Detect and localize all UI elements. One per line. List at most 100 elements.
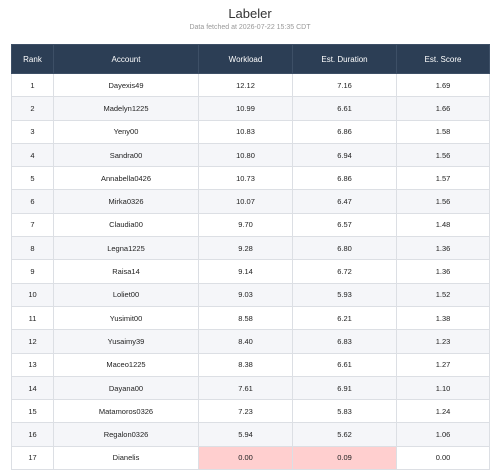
table-cell: 13 [11,352,54,377]
table-cell: 14 [11,375,54,401]
table-cell: Yeny00 [53,119,199,144]
table-cell: 1.66 [396,96,490,121]
table-row: 10 Loliet00 9.03 5.93 1.52 [11,282,490,307]
table-cell: 9.28 [198,236,293,261]
table-cell: 6.91 [292,375,397,401]
table-cell: Dayexis49 [53,72,199,98]
table-cell: 1.23 [396,329,490,354]
table-cell: Claudia00 [53,212,199,238]
table-cell: 6.83 [292,329,397,354]
table-row: 15 Matamoros0326 7.23 5.83 1.24 [11,399,490,424]
table-cell: 15 [11,399,54,424]
table-row: 12 Yusaimy39 8.40 6.83 1.23 [11,329,490,354]
table-cell: 5.93 [292,282,397,307]
table-cell: 10.99 [198,96,293,121]
table-cell: 6 [11,189,54,214]
table-cell: 6.80 [292,236,397,261]
table-row: 13 Maceo1225 8.38 6.61 1.27 [11,352,490,377]
table-row: 17 Dianelis 0.00 0.09 0.00 [11,445,490,470]
table-cell: 6.61 [292,352,397,377]
table-cell: 6.47 [292,189,397,214]
table-cell: 17 [11,445,54,470]
table-cell: 9.03 [198,282,293,307]
table-row: 11 Yusimit00 8.58 6.21 1.38 [11,305,490,331]
column-header: Account [53,44,199,74]
column-header: Est. Score [396,44,490,74]
table-cell: 7.16 [292,72,397,98]
header-row: Rank Account Workload Est. Duration Est. Sco… [11,44,490,74]
table-row: 14 Dayana00 7.61 6.91 1.10 [11,375,490,401]
table-cell: 6.61 [292,96,397,121]
column-header: Est. Duration [292,44,397,74]
table-cell: 12 [11,329,54,354]
table-row: 8 Legna1225 9.28 6.80 1.36 [11,236,490,261]
table-cell: 7.61 [198,375,293,401]
table-cell: 1.56 [396,142,490,168]
table-cell: 10 [11,282,54,307]
table-row: 4 Sandra00 10.80 6.94 1.56 [11,142,490,168]
table-cell: 16 [11,422,54,447]
table-cell: Madelyn1225 [53,96,199,121]
table-cell: Legna1225 [53,236,199,261]
table-row: 1 Dayexis49 12.12 7.16 1.69 [11,72,490,98]
table-cell: 8.38 [198,352,293,377]
table-cell: Annabella0426 [53,166,199,191]
table-cell: Regalon0326 [53,422,199,447]
table-cell: 5.83 [292,399,397,424]
table-cell: 1.27 [396,352,490,377]
table-cell: Dayana00 [53,375,199,401]
table-cell: 0.00 [198,445,293,470]
table-cell: 6.21 [292,305,397,331]
table-cell: Sandra00 [53,142,199,168]
page: {"header": {"title": "Labeler", "subtitl… [11,6,490,470]
table-cell: 6.86 [292,166,397,191]
table-cell: 9.70 [198,212,293,238]
table-cell: 1.69 [396,72,490,98]
table-row: 9 Raisa14 9.14 6.72 1.36 [11,259,490,284]
table-cell: 6.72 [292,259,397,284]
table-cell: 1.36 [396,236,490,261]
table-cell: 1.36 [396,259,490,284]
table-cell: 10.83 [198,119,293,144]
column-header: Rank [11,44,54,74]
table-cell: 1.48 [396,212,490,238]
table-cell: 5.62 [292,422,397,447]
table-row: 3 Yeny00 10.83 6.86 1.58 [11,119,490,144]
column-header: Workload [198,44,293,74]
table-cell: 5.94 [198,422,293,447]
table-cell: 7.23 [198,399,293,424]
table-cell: 9.14 [198,259,293,284]
table-cell: 0.09 [292,445,397,470]
table-cell: 11 [11,305,54,331]
table-cell: 1.52 [396,282,490,307]
table-cell: 6.94 [292,142,397,168]
table-cell: 7 [11,212,54,238]
table-cell: 0.00 [396,445,490,470]
table-cell: Matamoros0326 [53,399,199,424]
table-cell: 12.12 [198,72,293,98]
table-cell: 5 [11,166,54,191]
table-cell: 10.80 [198,142,293,168]
table-row: 7 Claudia00 9.70 6.57 1.48 [11,212,490,238]
table-cell: Yusaimy39 [53,329,199,354]
table-cell: Raisa14 [53,259,199,284]
table-row: 2 Madelyn1225 10.99 6.61 1.66 [11,96,490,121]
table-cell: 8.58 [198,305,293,331]
table-cell: Maceo1225 [53,352,199,377]
table-cell: 1.58 [396,119,490,144]
table-cell: 1.56 [396,189,490,214]
table-cell: 1.38 [396,305,490,331]
table-cell: 1.24 [396,399,490,424]
table-cell: 1.57 [396,166,490,191]
table-cell: 6.57 [292,212,397,238]
table-cell: 8.40 [198,329,293,354]
table-cell: 3 [11,119,54,144]
table-cell: 9 [11,259,54,284]
table-row: 5 Annabella0426 10.73 6.86 1.57 [11,166,490,191]
table-cell: 8 [11,236,54,261]
table-cell: 6.86 [292,119,397,144]
table-cell: 1.10 [396,375,490,401]
table-row: 16 Regalon0326 5.94 5.62 1.06 [11,422,490,447]
subtitle: Data fetched at 2026-07-22 15:35 CDT [189,24,311,31]
table-cell: 2 [11,96,54,121]
